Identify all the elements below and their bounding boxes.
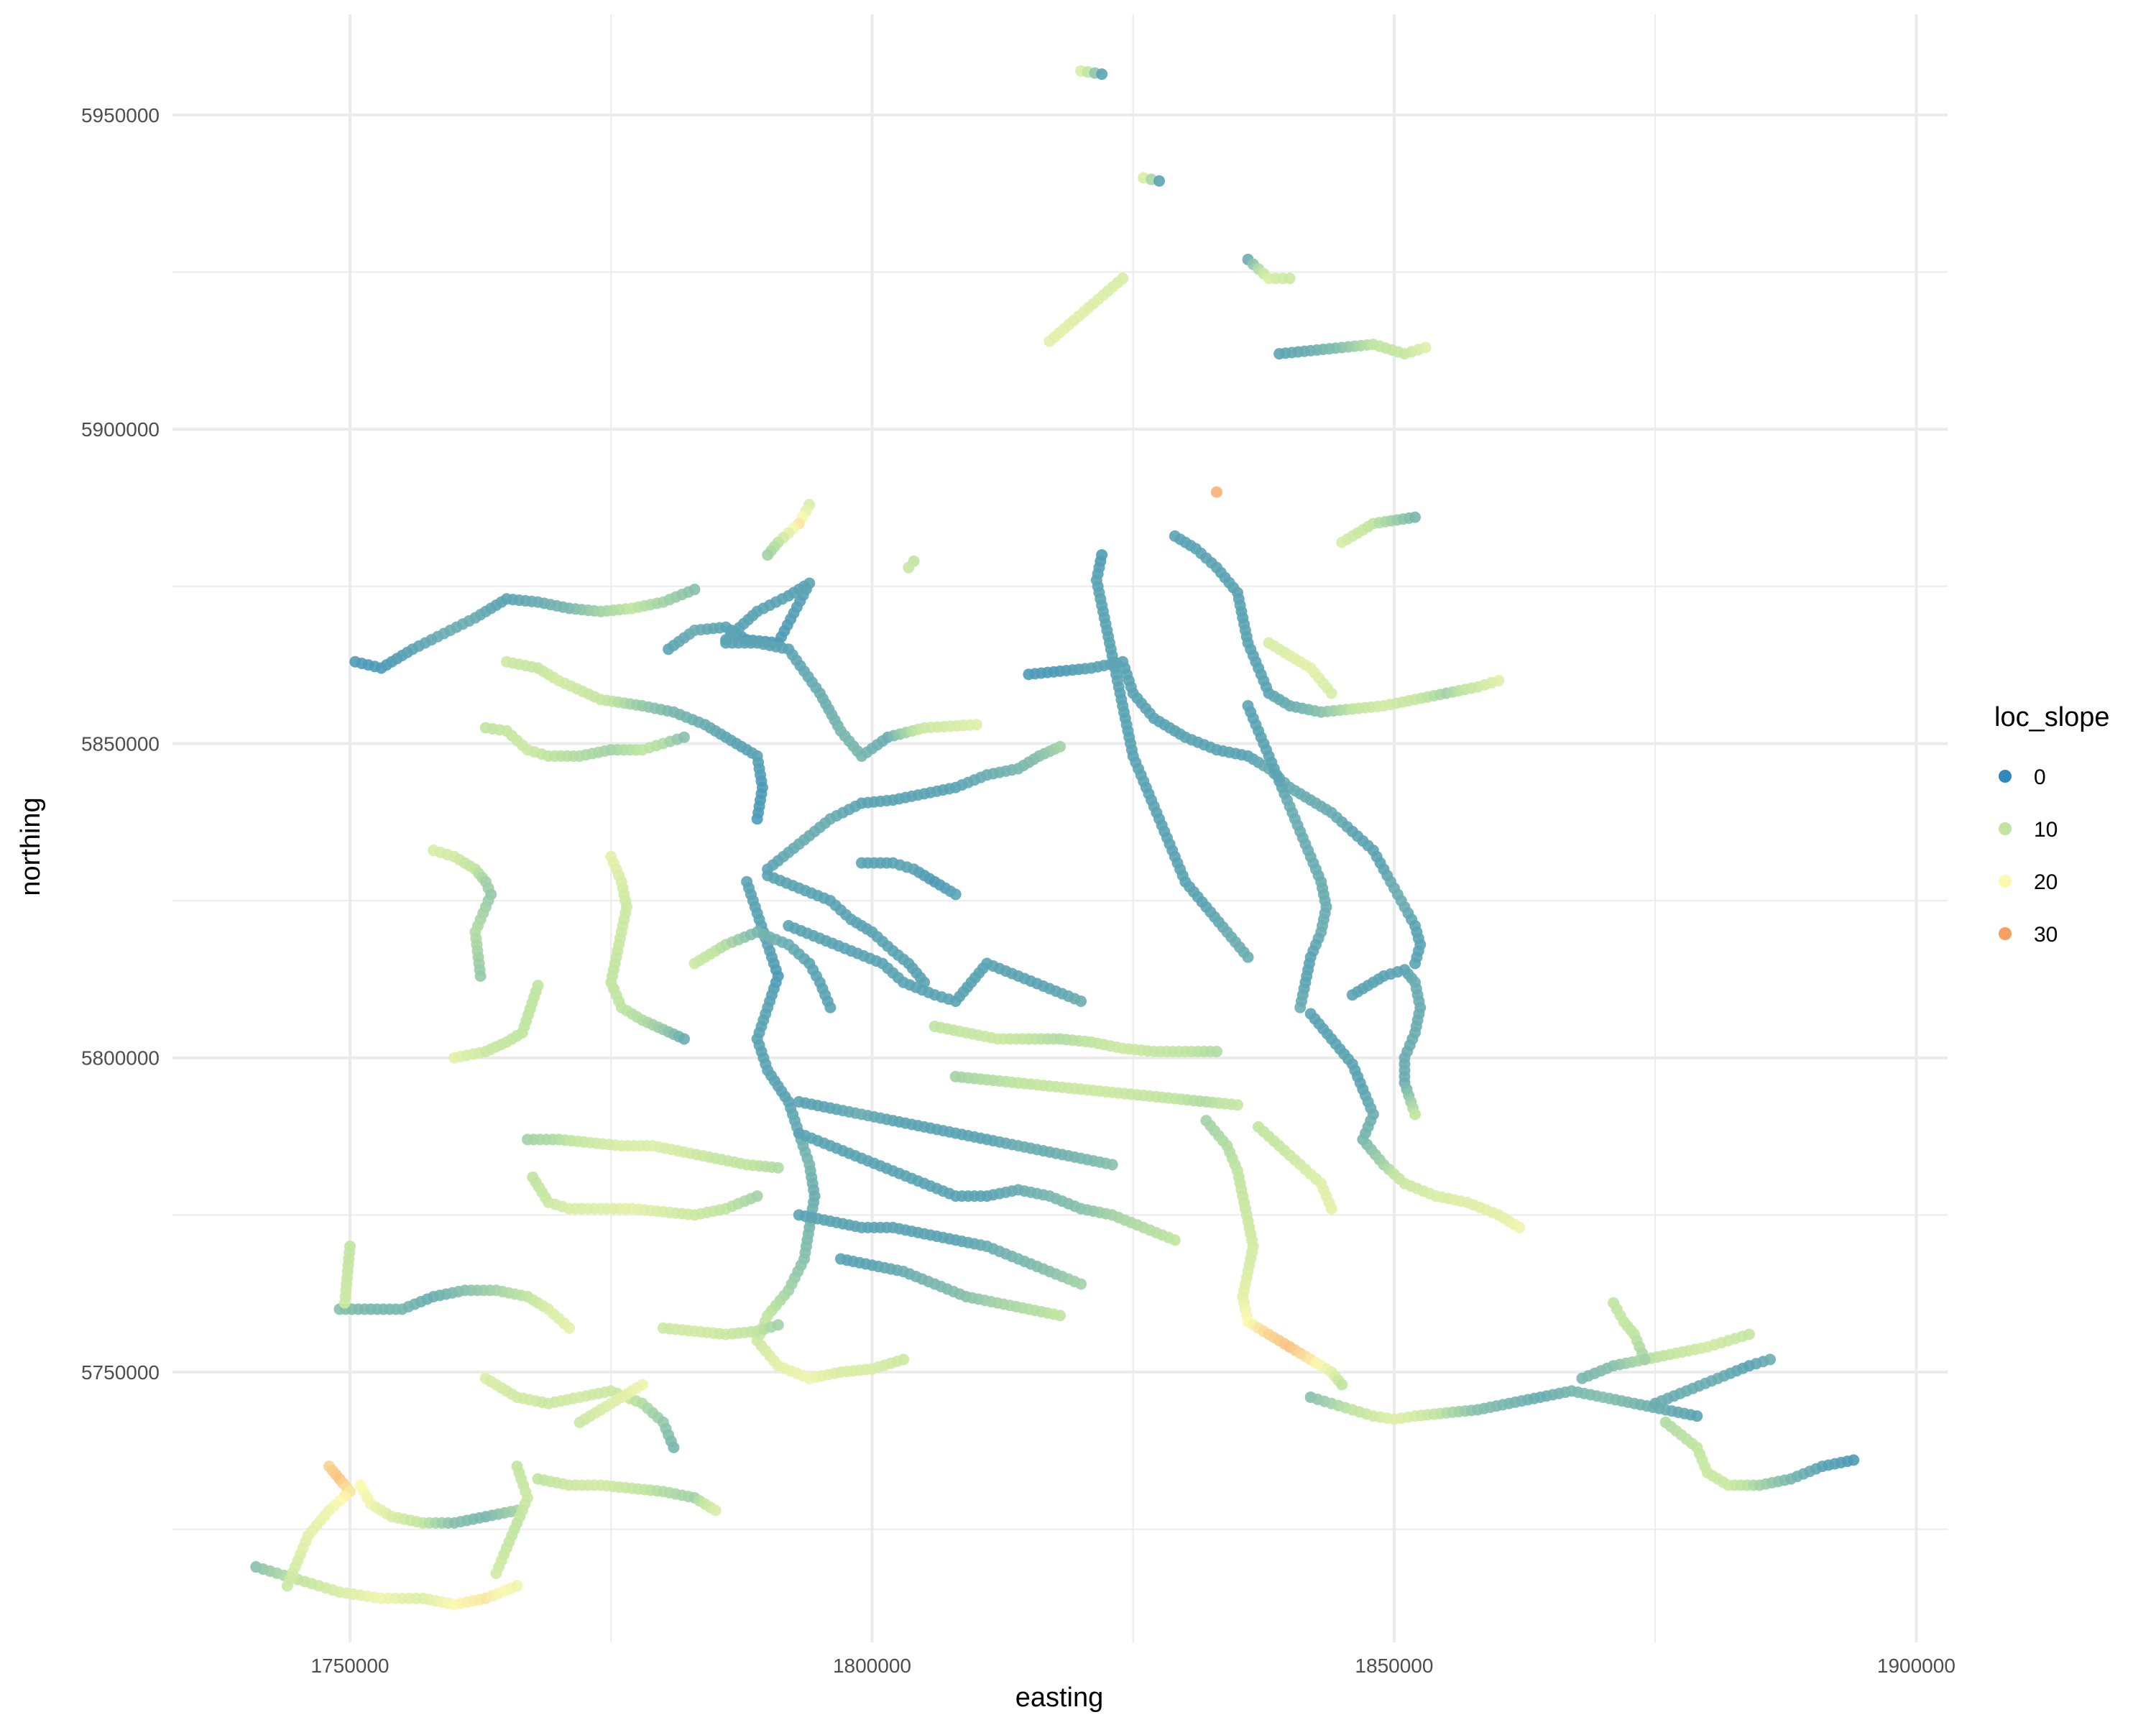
data-point [1054,740,1066,753]
data-point [1514,1221,1526,1233]
legend-items: 0 10 20 30 [1999,765,2058,947]
data-point [1232,1099,1243,1111]
y-tick-label: 5850000 [81,732,160,755]
data-point [1054,1310,1066,1322]
data-point [1409,957,1421,970]
data-point [1848,1454,1860,1466]
data-point [1153,175,1166,187]
data-point [1325,1202,1337,1215]
data-point [1210,486,1222,498]
data-point [573,1416,586,1428]
legend-title: loc_slope [1994,702,2110,732]
data-point [898,1353,910,1366]
data-point [1419,341,1432,354]
data-point [668,1441,680,1453]
y-axis-ticks: 5750000 5800000 5850000 5900000 5950000 [81,104,160,1384]
legend-label: 10 [2034,818,2058,842]
data-point [532,980,544,992]
y-tick-label: 5950000 [81,104,160,126]
data-point [903,561,915,574]
data-point [1169,1234,1181,1246]
data-point [1764,1353,1776,1366]
data-point [678,731,690,743]
data-point [709,1504,722,1517]
legend-label: 20 [2034,870,2058,894]
data-point [511,1580,523,1592]
data-point [1075,995,1087,1007]
legend-key [1999,770,2012,783]
data-point [762,549,774,561]
data-point [678,1033,690,1045]
data-point [751,813,763,825]
data-point [824,1001,837,1013]
data-point [772,1162,784,1174]
data-point [1096,68,1108,80]
legend-key [1999,927,2012,940]
data-point [1294,1001,1307,1013]
data-point [1075,1278,1087,1290]
data-point [1336,1379,1348,1391]
x-axis-ticks: 1750000 1800000 1850000 1900000 [310,1655,1955,1677]
y-tick-label: 5900000 [81,418,160,441]
x-tick-label: 1750000 [310,1655,389,1677]
legend-key [1999,875,2012,888]
legend-key [1999,822,2012,835]
x-tick-label: 1900000 [1877,1655,1955,1677]
legend-label: 30 [2034,923,2058,947]
y-tick-label: 5750000 [81,1361,160,1384]
data-point [1117,272,1129,285]
data-point [338,1297,351,1309]
legend: loc_slope 0 10 20 30 [1994,702,2110,947]
x-tick-label: 1850000 [1355,1655,1433,1677]
data-point [1691,1410,1703,1422]
y-axis-title: northing [16,797,46,896]
data-point [563,1322,576,1334]
data-point [281,1580,293,1592]
data-point [772,1319,784,1331]
data-point [1210,1045,1222,1057]
y-tick-label: 5800000 [81,1047,160,1070]
data-point [1409,511,1421,523]
data-points [250,65,1860,1611]
data-point [1743,1328,1755,1340]
data-point [1242,951,1254,963]
grid-minor-lines [172,14,1948,1642]
data-point [1325,687,1337,699]
data-point [1639,1353,1651,1366]
x-axis-title: easting [1015,1683,1104,1713]
x-tick-label: 1800000 [833,1655,911,1677]
data-point [474,970,487,983]
data-point [751,1190,763,1202]
legend-label: 0 [2034,765,2046,789]
data-point [1409,1108,1421,1121]
data-point [490,1567,502,1579]
data-point [1493,674,1505,686]
data-point [688,584,701,596]
data-point [1284,272,1296,285]
data-point [970,719,982,731]
data-point [1106,1159,1118,1171]
data-point [949,888,962,901]
